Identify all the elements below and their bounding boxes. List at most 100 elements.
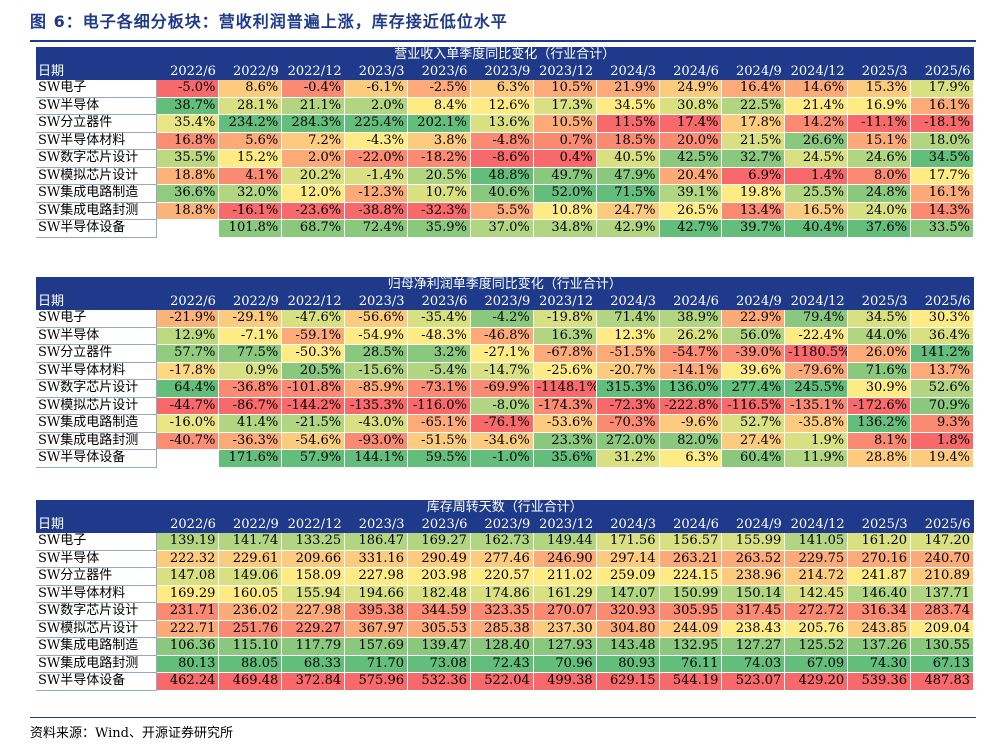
period-header: 2022/6 xyxy=(156,516,219,533)
data-cell: 115.10 xyxy=(218,637,283,656)
period-header: 2024/6 xyxy=(659,293,722,310)
data-cell: 37.6% xyxy=(847,219,911,238)
data-cell: 36.4% xyxy=(910,327,974,345)
data-cell: 35.5% xyxy=(156,149,220,168)
data-cell: -116.0% xyxy=(407,397,471,415)
table-row: SW集成电路制造 106.36 115.10 117.79 157.69 139.47 12… xyxy=(36,637,974,656)
data-cell: 12.3% xyxy=(596,327,660,345)
data-cell: 20.5% xyxy=(281,362,346,380)
header-date-label: 日期 xyxy=(36,293,156,310)
data-cell: -27.1% xyxy=(470,344,534,363)
footer-rule xyxy=(30,717,976,718)
data-cell: -21.5% xyxy=(281,414,346,433)
data-cell: 544.19 xyxy=(659,672,723,691)
data-cell: -46.8% xyxy=(470,327,534,345)
data-cell: -85.9% xyxy=(344,379,408,398)
period-header: 2024/12 xyxy=(784,516,848,533)
data-cell: 144.1% xyxy=(344,449,408,468)
data-cell: -22.4% xyxy=(784,327,849,345)
data-cell: 136.2% xyxy=(847,414,911,433)
data-cell: -5.4% xyxy=(407,362,471,380)
data-cell: 128.40 xyxy=(470,637,534,656)
row-label: SW数字芯片设计 xyxy=(36,149,157,168)
period-header: 2023/3 xyxy=(344,516,408,533)
table-row: SW半导体设备 171.6% 57.9% 144.1% 59.5% -1.0% 35.6% 3… xyxy=(36,449,974,468)
data-cell: 68.33 xyxy=(281,655,346,673)
data-cell: 522.04 xyxy=(470,672,534,691)
data-cell: 71.6% xyxy=(847,362,911,380)
data-cell: 74.03 xyxy=(721,655,786,673)
data-cell: 24.7% xyxy=(596,202,660,220)
row-label: SW模拟芯片设计 xyxy=(36,397,157,415)
data-cell: 57.9% xyxy=(281,449,346,468)
data-cell: 141.05 xyxy=(784,533,849,551)
data-cell: 70.96 xyxy=(533,655,597,673)
data-cell: 26.2% xyxy=(659,327,723,345)
data-cell: 225.4% xyxy=(344,114,408,133)
data-cell: 32.7% xyxy=(721,149,786,168)
row-label: SW模拟芯片设计 xyxy=(36,620,157,638)
period-header: 2023/3 xyxy=(344,63,408,80)
data-cell: 285.38 xyxy=(470,620,534,638)
row-label: SW集成电路制造 xyxy=(36,414,157,433)
row-label: SW半导体 xyxy=(36,327,157,345)
period-header: 2023/9 xyxy=(470,293,534,310)
data-cell: 52.7% xyxy=(721,414,786,433)
table-row: SW模拟芯片设计 18.8% 4.1% 20.2% -1.4% 20.5% 48.8% 49.… xyxy=(36,167,974,185)
data-cell: 34.5% xyxy=(847,310,911,328)
period-header: 2023/6 xyxy=(407,293,471,310)
data-cell: 240.70 xyxy=(910,550,974,568)
data-cell: 127.93 xyxy=(533,637,597,656)
row-label: SW半导体 xyxy=(36,97,157,115)
period-header: 2024/3 xyxy=(596,63,659,80)
data-cell: 272.0% xyxy=(596,432,660,450)
data-cell: 48.8% xyxy=(470,167,534,185)
row-label: SW电子 xyxy=(36,80,157,98)
data-cell: 162.73 xyxy=(470,533,534,551)
data-cell: 141.2% xyxy=(910,344,974,363)
data-cell: 229.61 xyxy=(218,550,283,568)
data-cell: 17.3% xyxy=(533,97,597,115)
data-cell: 136.0% xyxy=(659,379,723,398)
data-cell: -20.7% xyxy=(596,362,660,380)
period-header: 2022/9 xyxy=(218,516,282,533)
data-cell: -5.0% xyxy=(156,80,220,98)
period-header: 2024/6 xyxy=(659,63,722,80)
data-cell: 40.5% xyxy=(596,149,660,168)
inventory-days-table: 库存周转天数（行业合计） 日期 2022/6 2022/9 2022/12 2023/3 2… xyxy=(36,500,974,691)
data-cell: 15.3% xyxy=(847,80,911,98)
data-cell: 26.5% xyxy=(659,202,723,220)
data-cell: 523.07 xyxy=(721,672,786,691)
period-header: 2022/9 xyxy=(218,63,282,80)
row-label: SW电子 xyxy=(36,310,157,328)
table-row: SW集成电路封测 18.8% -16.1% -23.6% -38.8% -32.3% 5.5… xyxy=(36,202,974,220)
data-cell: 234.2% xyxy=(218,114,283,133)
table-row: SW数字芯片设计 35.5% 15.2% 2.0% -22.0% -18.2% -8.6% 0… xyxy=(36,149,974,168)
row-label: SW集成电路封测 xyxy=(36,202,157,220)
figure-title: 图 6：电子各细分板块：营收利润普遍上涨，库存接近低位水平 xyxy=(30,12,508,31)
data-cell: 67.13 xyxy=(910,655,974,673)
row-label: SW模拟芯片设计 xyxy=(36,167,157,185)
data-cell: 117.79 xyxy=(281,637,346,656)
data-cell: 1.4% xyxy=(784,167,849,185)
data-cell: 77.5% xyxy=(218,344,283,363)
data-cell: 487.83 xyxy=(910,672,974,691)
data-cell: 186.47 xyxy=(344,533,408,551)
data-cell: 469.48 xyxy=(218,672,283,691)
period-header: 2022/12 xyxy=(281,63,345,80)
data-cell: -21.9% xyxy=(156,310,220,328)
data-cell: 2.0% xyxy=(281,149,346,168)
row-label: SW半导体设备 xyxy=(36,672,157,691)
data-cell: 137.71 xyxy=(910,585,974,603)
data-cell: 214.72 xyxy=(784,567,849,586)
data-cell: 171.56 xyxy=(596,533,660,551)
data-cell: 40.6% xyxy=(470,184,534,203)
data-cell: 35.9% xyxy=(407,219,471,238)
data-cell: 263.21 xyxy=(659,550,723,568)
period-header: 2022/9 xyxy=(218,293,282,310)
period-header: 2022/6 xyxy=(156,293,219,310)
data-cell: 26.0% xyxy=(847,344,911,363)
data-cell: 169.27 xyxy=(407,533,471,551)
data-cell: -22.0% xyxy=(344,149,408,168)
data-cell: 22.5% xyxy=(721,97,786,115)
